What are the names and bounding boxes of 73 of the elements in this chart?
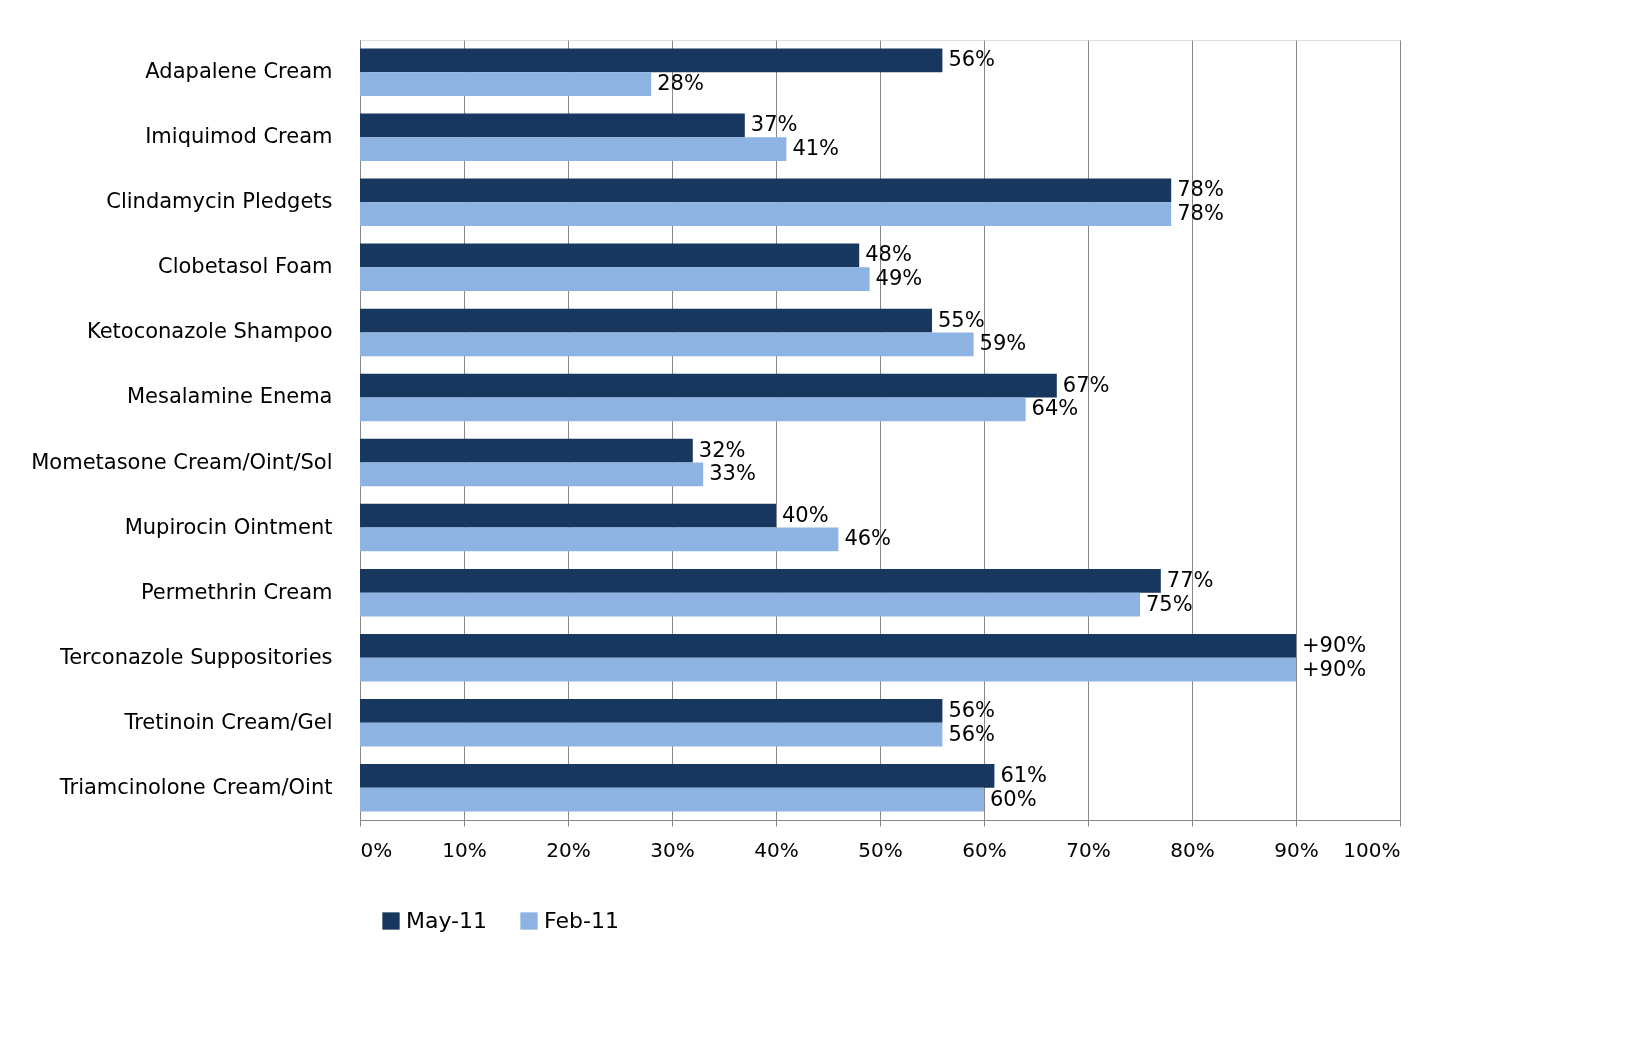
bar: [360, 373, 1057, 398]
bar: [360, 178, 1172, 203]
data-label: 67%: [1062, 372, 1110, 397]
data-label: +90%: [1302, 656, 1367, 681]
bar: [360, 137, 787, 161]
bar: [360, 202, 1172, 227]
data-label: +90%: [1302, 632, 1367, 657]
bar: [360, 267, 870, 292]
x-tick-label: 10%: [442, 837, 487, 862]
bar: [360, 438, 693, 463]
data-label: 49%: [875, 266, 923, 291]
data-label: 56%: [948, 721, 996, 746]
x-tick-label: 50%: [858, 837, 903, 862]
y-tick-label: Mesalamine Enema: [126, 384, 333, 409]
y-tick-label: Imiquimod Cream: [145, 124, 333, 149]
data-label: 77%: [1166, 567, 1214, 592]
y-tick-label: Adapalene Cream: [145, 59, 333, 84]
x-tick-label: 100%: [1343, 837, 1401, 862]
bar: [360, 72, 652, 96]
bar: [360, 657, 1296, 682]
y-tick-label: Clindamycin Pledgets: [106, 189, 333, 214]
x-tick-label: 90%: [1274, 837, 1319, 862]
data-label: 33%: [709, 461, 756, 486]
y-tick-label: Terconazole Suppositories: [58, 644, 333, 669]
y-tick-label: Tretinoin Cream/Gel: [123, 709, 333, 734]
data-label: 37%: [750, 112, 798, 137]
bar: [360, 787, 984, 812]
data-label: 28%: [657, 71, 704, 96]
y-tick-label: Mupirocin Ointment: [124, 514, 333, 539]
bar: [360, 113, 745, 138]
bar: [360, 48, 943, 73]
y-tick-label: Ketoconazole Shampoo: [86, 319, 333, 344]
legend-label: Feb-11: [544, 908, 619, 933]
data-label: 64%: [1031, 396, 1079, 421]
bar: [360, 308, 932, 333]
x-tick-label: 60%: [962, 837, 1007, 862]
data-label: 46%: [844, 526, 892, 551]
y-tick-label: Clobetasol Foam: [157, 254, 333, 279]
y-tick-label: Permethrin Cream: [140, 579, 333, 604]
bar: [360, 243, 860, 268]
y-tick-label: Triamcinolone Cream/Oint: [58, 774, 333, 799]
data-label: 78%: [1177, 201, 1224, 226]
data-label: 40%: [782, 502, 829, 527]
bar: [360, 397, 1026, 422]
x-tick-label: 70%: [1066, 837, 1111, 862]
x-tick-label: 30%: [650, 837, 695, 862]
x-tick-label: 80%: [1170, 837, 1215, 862]
bar: [360, 722, 943, 747]
data-label: 59%: [979, 331, 1027, 356]
x-tick-label: 20%: [546, 837, 591, 862]
bar: [360, 568, 1161, 593]
data-label: 41%: [792, 136, 840, 161]
data-label: 48%: [865, 242, 912, 267]
legend-label: May-11: [406, 908, 488, 933]
data-label: 75%: [1146, 591, 1193, 616]
bar: [360, 699, 943, 723]
data-label: 32%: [698, 437, 746, 462]
y-tick-label: Mometasone Cream/Oint/Sol: [31, 449, 333, 474]
data-label: 56%: [948, 697, 996, 722]
bar: [360, 503, 776, 528]
data-label: 60%: [990, 786, 1037, 811]
data-label: 56%: [948, 47, 996, 72]
data-label: 55%: [938, 307, 985, 332]
x-tick-label: 0%: [360, 837, 393, 862]
bar: [360, 332, 974, 357]
data-label: 61%: [1000, 762, 1048, 787]
data-label: 78%: [1177, 177, 1224, 202]
bar: [360, 592, 1140, 617]
bar: [360, 527, 839, 552]
bar: [360, 462, 704, 487]
x-tick-label: 40%: [754, 837, 799, 862]
bar: [360, 764, 995, 788]
bar: [360, 633, 1296, 658]
